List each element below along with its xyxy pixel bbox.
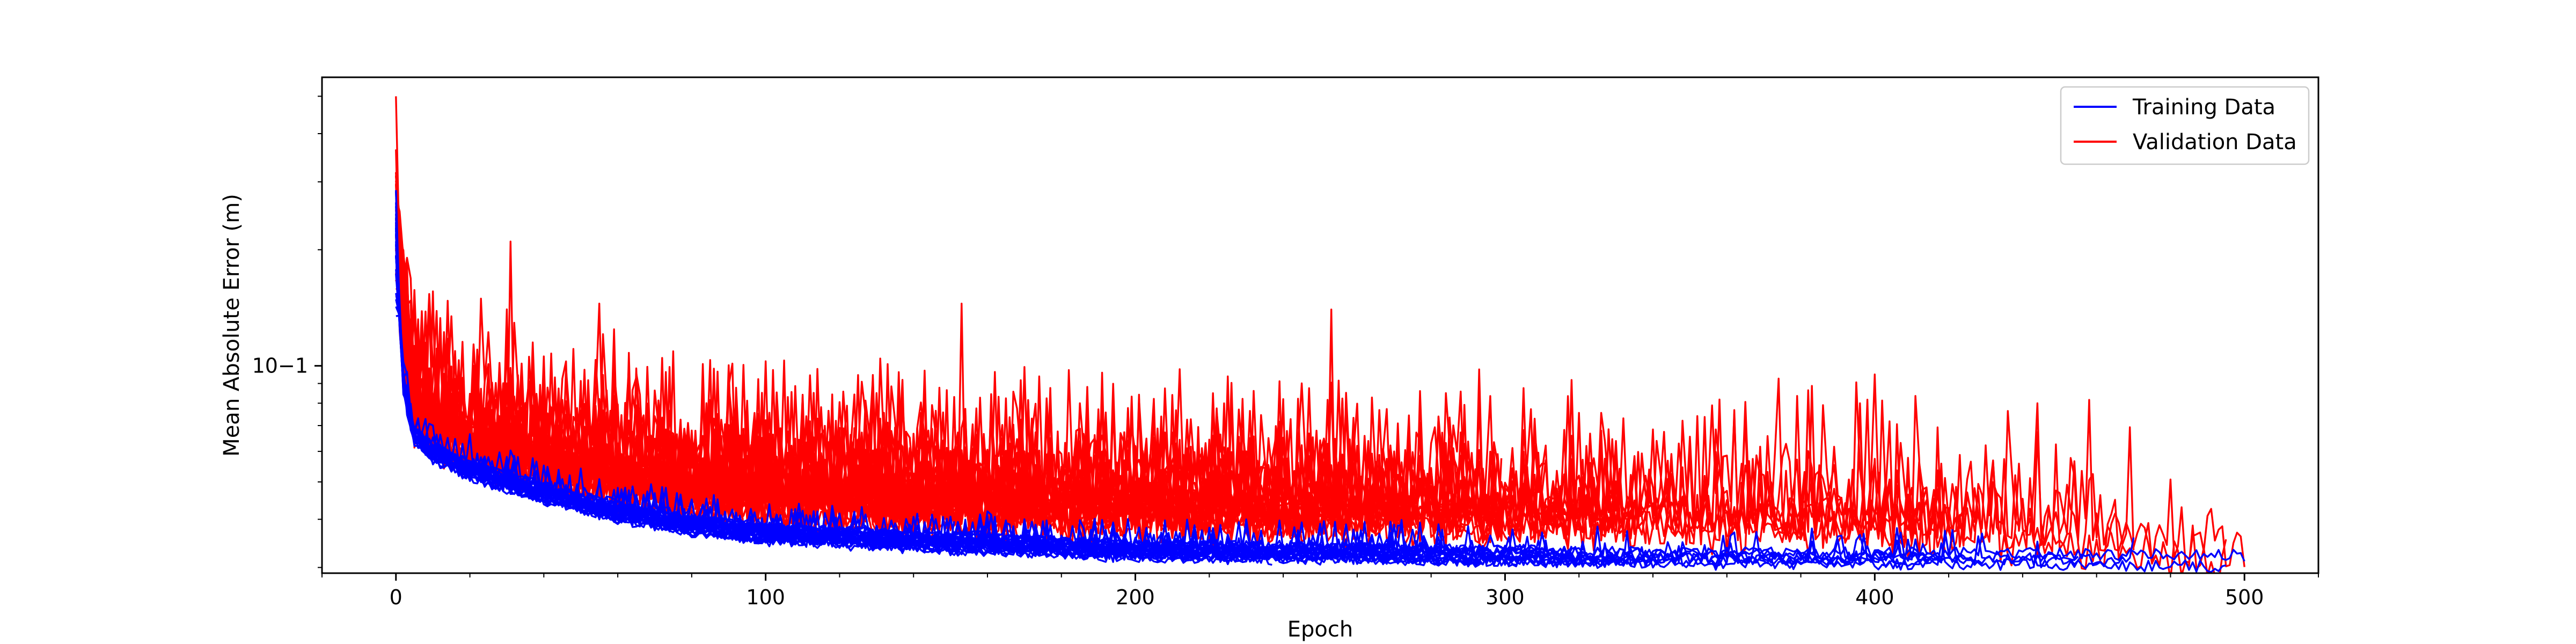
- ticks-layer: 0 100 200 300 400 500 10−1: [252, 96, 2319, 609]
- x-tick-label-0: 0: [390, 586, 402, 609]
- x-tick-label-100: 100: [746, 586, 785, 609]
- validation-run-26: [395, 149, 955, 517]
- x-tick-label-500: 500: [2225, 586, 2264, 609]
- y-axis-title: Mean Absolute Error (m): [219, 194, 244, 457]
- legend: Training Data Validation Data: [2060, 86, 2310, 165]
- training-run-28: [395, 214, 1650, 567]
- training-run-27: [395, 255, 1572, 558]
- x-tick-label-200: 200: [1116, 586, 1155, 609]
- legend-label-training: Training Data: [2132, 95, 2275, 120]
- validation-run-28: [395, 286, 1650, 548]
- x-tick-label-400: 400: [1855, 586, 1894, 609]
- plot-frame: [321, 76, 2319, 574]
- legend-label-validation: Validation Data: [2133, 130, 2297, 155]
- legend-box: [2060, 86, 2310, 165]
- training-run-26: [395, 225, 955, 548]
- y-tick-label-major: 10−1: [252, 354, 308, 378]
- x-tick-label-300: 300: [1485, 586, 1525, 609]
- runs-layer: [395, 96, 2245, 573]
- x-axis-title: Epoch: [1287, 617, 1353, 642]
